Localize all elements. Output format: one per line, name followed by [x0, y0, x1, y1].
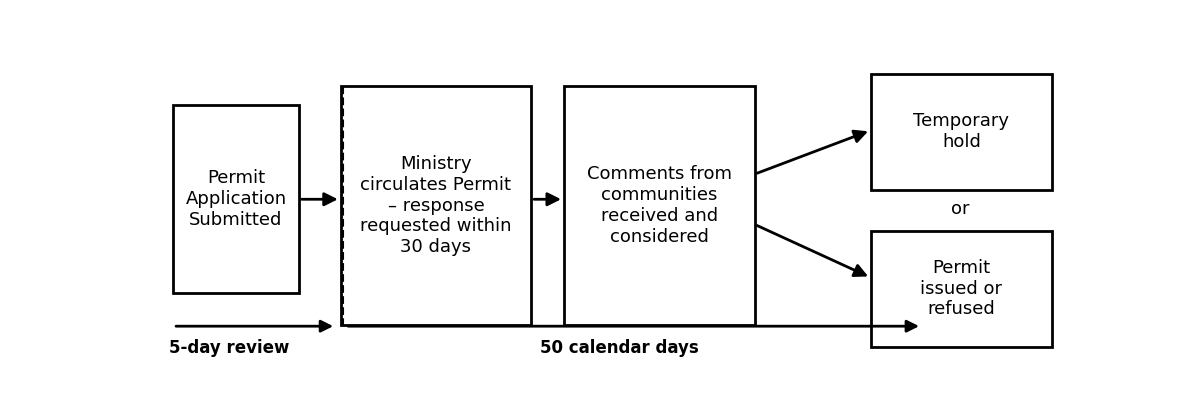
FancyBboxPatch shape	[173, 105, 299, 293]
Text: Permit
Application
Submitted: Permit Application Submitted	[186, 169, 287, 229]
FancyBboxPatch shape	[871, 74, 1052, 190]
Text: Temporary
hold: Temporary hold	[913, 112, 1009, 151]
FancyBboxPatch shape	[341, 86, 532, 325]
Text: Ministry
circulates Permit
– response
requested within
30 days: Ministry circulates Permit – response re…	[360, 155, 511, 256]
Text: Comments from
communities
received and
considered: Comments from communities received and c…	[587, 165, 732, 246]
Text: 50 calendar days: 50 calendar days	[540, 339, 700, 357]
FancyBboxPatch shape	[564, 86, 755, 325]
Text: 5-day review: 5-day review	[169, 339, 289, 357]
Text: or: or	[950, 200, 970, 218]
Text: Permit
issued or
refused: Permit issued or refused	[920, 259, 1002, 318]
FancyBboxPatch shape	[871, 231, 1052, 347]
